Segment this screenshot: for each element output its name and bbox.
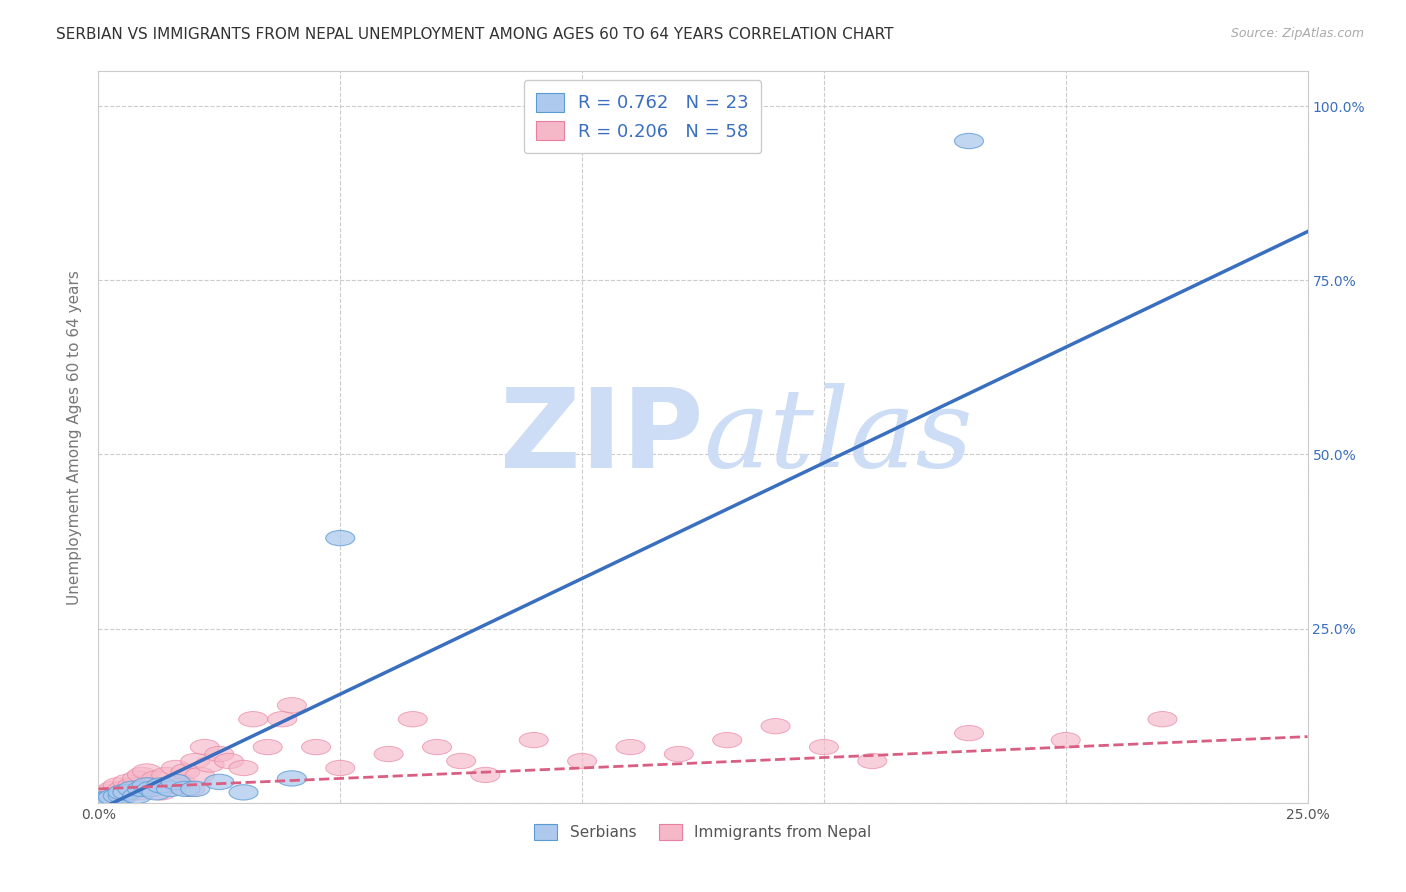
- Ellipse shape: [229, 785, 259, 800]
- Ellipse shape: [112, 785, 142, 800]
- Ellipse shape: [108, 789, 138, 804]
- Ellipse shape: [374, 747, 404, 762]
- Ellipse shape: [447, 754, 475, 769]
- Ellipse shape: [172, 781, 200, 797]
- Ellipse shape: [180, 754, 209, 769]
- Ellipse shape: [128, 781, 156, 797]
- Ellipse shape: [955, 725, 984, 740]
- Ellipse shape: [955, 134, 984, 149]
- Ellipse shape: [205, 747, 233, 762]
- Ellipse shape: [277, 698, 307, 713]
- Ellipse shape: [132, 781, 162, 797]
- Ellipse shape: [118, 782, 146, 798]
- Ellipse shape: [239, 712, 267, 727]
- Y-axis label: Unemployment Among Ages 60 to 64 years: Unemployment Among Ages 60 to 64 years: [67, 269, 83, 605]
- Ellipse shape: [253, 739, 283, 755]
- Ellipse shape: [89, 789, 118, 804]
- Ellipse shape: [664, 747, 693, 762]
- Ellipse shape: [142, 771, 172, 786]
- Ellipse shape: [118, 778, 146, 793]
- Ellipse shape: [108, 785, 138, 800]
- Ellipse shape: [138, 778, 166, 793]
- Ellipse shape: [186, 767, 215, 782]
- Ellipse shape: [858, 754, 887, 769]
- Ellipse shape: [103, 778, 132, 793]
- Ellipse shape: [180, 781, 209, 797]
- Ellipse shape: [326, 531, 354, 546]
- Ellipse shape: [103, 789, 132, 804]
- Ellipse shape: [616, 739, 645, 755]
- Ellipse shape: [98, 792, 128, 807]
- Ellipse shape: [1147, 712, 1177, 727]
- Ellipse shape: [128, 785, 156, 800]
- Ellipse shape: [398, 712, 427, 727]
- Ellipse shape: [156, 781, 186, 797]
- Ellipse shape: [519, 732, 548, 747]
- Ellipse shape: [761, 719, 790, 734]
- Ellipse shape: [89, 792, 118, 807]
- Ellipse shape: [94, 792, 122, 807]
- Ellipse shape: [568, 754, 596, 769]
- Ellipse shape: [94, 785, 122, 800]
- Ellipse shape: [98, 789, 128, 805]
- Ellipse shape: [138, 781, 166, 797]
- Ellipse shape: [112, 774, 142, 789]
- Ellipse shape: [152, 767, 180, 782]
- Ellipse shape: [205, 774, 233, 789]
- Ellipse shape: [1052, 732, 1080, 747]
- Ellipse shape: [122, 781, 152, 797]
- Ellipse shape: [132, 778, 162, 793]
- Legend: Serbians, Immigrants from Nepal: Serbians, Immigrants from Nepal: [529, 818, 877, 847]
- Ellipse shape: [176, 781, 205, 797]
- Ellipse shape: [132, 764, 162, 779]
- Ellipse shape: [713, 732, 742, 747]
- Ellipse shape: [267, 712, 297, 727]
- Ellipse shape: [326, 760, 354, 776]
- Ellipse shape: [229, 760, 259, 776]
- Ellipse shape: [118, 781, 146, 797]
- Text: SERBIAN VS IMMIGRANTS FROM NEPAL UNEMPLOYMENT AMONG AGES 60 TO 64 YEARS CORRELAT: SERBIAN VS IMMIGRANTS FROM NEPAL UNEMPLO…: [56, 27, 894, 42]
- Ellipse shape: [103, 789, 132, 804]
- Text: atlas: atlas: [703, 384, 973, 491]
- Ellipse shape: [108, 785, 138, 800]
- Ellipse shape: [146, 778, 176, 793]
- Text: Source: ZipAtlas.com: Source: ZipAtlas.com: [1230, 27, 1364, 40]
- Ellipse shape: [471, 767, 501, 782]
- Ellipse shape: [172, 764, 200, 779]
- Ellipse shape: [166, 774, 195, 789]
- Ellipse shape: [190, 739, 219, 755]
- Ellipse shape: [156, 778, 186, 793]
- Text: ZIP: ZIP: [499, 384, 703, 491]
- Ellipse shape: [108, 781, 138, 797]
- Ellipse shape: [162, 760, 190, 776]
- Ellipse shape: [89, 792, 118, 807]
- Ellipse shape: [122, 789, 152, 804]
- Ellipse shape: [142, 785, 172, 800]
- Ellipse shape: [128, 767, 156, 782]
- Ellipse shape: [112, 787, 142, 802]
- Ellipse shape: [301, 739, 330, 755]
- Ellipse shape: [215, 754, 243, 769]
- Ellipse shape: [422, 739, 451, 755]
- Ellipse shape: [94, 789, 122, 805]
- Ellipse shape: [98, 781, 128, 797]
- Ellipse shape: [162, 774, 190, 789]
- Ellipse shape: [122, 771, 152, 786]
- Ellipse shape: [810, 739, 838, 755]
- Ellipse shape: [277, 771, 307, 786]
- Ellipse shape: [195, 756, 224, 772]
- Ellipse shape: [146, 785, 176, 800]
